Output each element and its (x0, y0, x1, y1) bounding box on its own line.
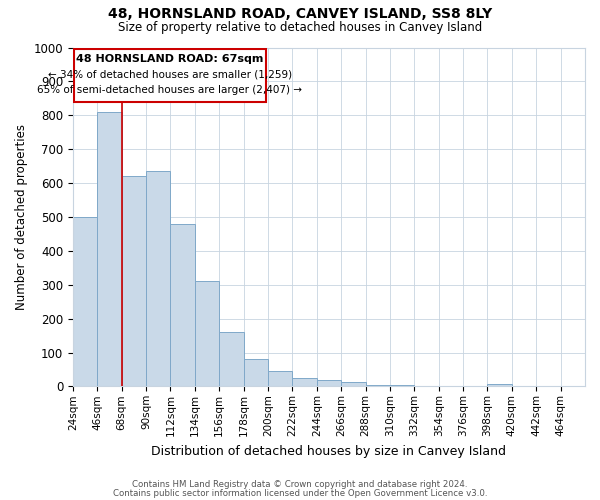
Bar (341, 382, 365, 386)
Bar (97, 112, 122, 386)
Bar (219, 332, 244, 386)
Text: Contains public sector information licensed under the Open Government Licence v3: Contains public sector information licen… (113, 490, 487, 498)
Bar (268, 371, 292, 386)
Text: Contains HM Land Registry data © Crown copyright and database right 2024.: Contains HM Land Registry data © Crown c… (132, 480, 468, 489)
Text: Size of property relative to detached houses in Canvey Island: Size of property relative to detached ho… (118, 21, 482, 34)
Text: 48, HORNSLAND ROAD, CANVEY ISLAND, SS8 8LY: 48, HORNSLAND ROAD, CANVEY ISLAND, SS8 8… (108, 8, 492, 22)
FancyBboxPatch shape (74, 49, 266, 102)
Bar (317, 380, 341, 386)
Bar (73, 217, 97, 386)
Bar (487, 384, 512, 386)
Bar (122, 176, 146, 386)
Bar (292, 378, 317, 386)
X-axis label: Distribution of detached houses by size in Canvey Island: Distribution of detached houses by size … (151, 444, 506, 458)
Text: ← 34% of detached houses are smaller (1,259): ← 34% of detached houses are smaller (1,… (48, 70, 292, 80)
Bar (146, 171, 170, 386)
Bar (244, 360, 268, 386)
Text: 65% of semi-detached houses are larger (2,407) →: 65% of semi-detached houses are larger (… (37, 85, 302, 95)
Bar (170, 224, 195, 386)
Text: 48 HORNSLAND ROAD: 67sqm: 48 HORNSLAND ROAD: 67sqm (76, 54, 263, 64)
Bar (195, 282, 219, 387)
Y-axis label: Number of detached properties: Number of detached properties (15, 124, 28, 310)
